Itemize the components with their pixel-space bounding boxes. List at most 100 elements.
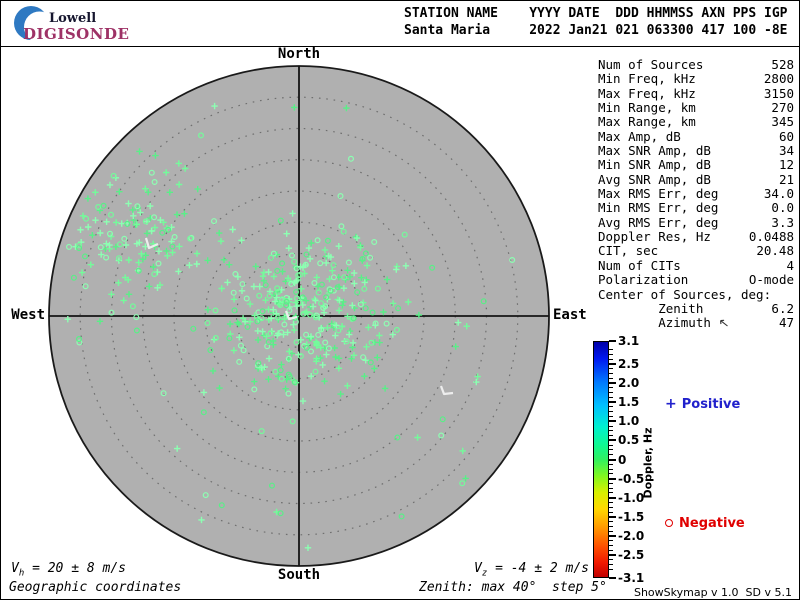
- stat-label: Avg SNR Amp, dB: [598, 171, 711, 187]
- colorbar-minor-tick: [609, 487, 613, 489]
- colorbar-minor-tick: [609, 492, 613, 494]
- software-version: ShowSkymap v 1.0 SD v 5.1: [633, 586, 792, 599]
- colorbar-minor-tick: [609, 358, 613, 360]
- stat-value: 270: [771, 100, 794, 116]
- colorbar-minor-tick: [609, 549, 613, 551]
- colorbar-minor-tick: [609, 353, 613, 355]
- colorbar-tick-label: -3.1: [618, 571, 645, 585]
- logo-text-lowell: Lowell: [49, 11, 97, 26]
- stat-row: Min Range, km 270: [598, 100, 794, 116]
- colorbar-minor-tick: [609, 396, 613, 398]
- stat-value: 21: [778, 171, 794, 187]
- stat-row: Azimuth 47: [598, 315, 794, 331]
- stat-row: Center of Sources, deg:: [598, 287, 794, 302]
- stat-value: O-mode: [748, 272, 794, 288]
- stat-label: Min Freq, kHz: [598, 71, 696, 87]
- compass-label-east: East: [553, 307, 587, 323]
- stat-row: Min RMS Err, deg 0.0: [598, 200, 794, 216]
- legend-positive: + Positive: [665, 396, 740, 412]
- colorbar-tick: [609, 496, 616, 499]
- colorbar-minor-tick: [609, 387, 613, 389]
- colorbar-minor-tick: [609, 411, 613, 413]
- stat-row: Max Range, km 345: [598, 114, 794, 130]
- stat-label: Min Range, km: [598, 100, 696, 116]
- colorbar-tick: [609, 439, 616, 442]
- stat-value: 12: [778, 157, 794, 173]
- stat-value: 60: [778, 128, 794, 144]
- colorbar-minor-tick: [609, 521, 613, 523]
- colorbar-tick: [609, 401, 616, 404]
- colorbar-tick: [609, 577, 616, 579]
- colorbar-tick: [609, 515, 616, 518]
- colorbar-tick-label: 1.5: [618, 395, 640, 410]
- stat-value: 20.48: [756, 243, 794, 259]
- colorbar-minor-tick: [609, 444, 613, 446]
- stat-row: Num of Sources 528: [598, 57, 794, 72]
- colorbar-minor-tick: [609, 415, 613, 417]
- colorbar-minor-tick: [609, 559, 613, 561]
- crosshair: [49, 66, 549, 566]
- colorbar-tick-label: -1.0: [618, 490, 645, 505]
- stat-label: Min RMS Err, deg: [598, 200, 719, 216]
- colorbar-tick-label: 0: [618, 452, 627, 467]
- stat-label: Num of CITs: [598, 257, 681, 273]
- azimuth-arrow-icon: [720, 319, 729, 327]
- source-points-negative: [65, 132, 516, 520]
- stat-label: Max Range, km: [598, 114, 696, 130]
- coordinates-note: Geographic coordinates: [9, 580, 182, 595]
- stat-row: CIT, sec 20.48: [598, 243, 794, 259]
- stat-row: Polarization O-mode: [598, 272, 794, 288]
- stat-value: 0.0: [771, 200, 794, 216]
- stat-value: 34: [778, 143, 794, 159]
- stat-label: CIT, sec: [598, 243, 659, 259]
- colorbar-minor-tick: [609, 425, 613, 427]
- lowell-digisonde-logo: Lowell DIGISONDE: [9, 2, 159, 45]
- doppler-colorbar: [593, 341, 609, 578]
- colorbar-minor-tick: [609, 377, 613, 379]
- stat-row: Max Freq, kHz 3150: [598, 86, 794, 101]
- colorbar-tick: [609, 554, 616, 557]
- stat-value: 345: [771, 114, 794, 130]
- colorbar-minor-tick: [609, 435, 613, 437]
- stat-value: 4: [786, 257, 794, 273]
- colorbar-minor-tick: [609, 406, 613, 408]
- colorbar-minor-tick: [609, 540, 613, 542]
- stat-label: Num of Sources: [598, 57, 704, 72]
- colorbar-minor-tick: [609, 449, 613, 451]
- compass-label-north: North: [277, 46, 321, 62]
- stat-label: Avg RMS Err, deg: [598, 214, 719, 230]
- colorbar-tick-label: 2.0: [618, 376, 640, 391]
- direction-marks: [144, 237, 454, 396]
- colorbar-minor-tick: [609, 372, 613, 374]
- colorbar-title: Doppler, Hz: [641, 427, 655, 499]
- colorbar-tick-label: 1.0: [618, 414, 640, 429]
- station-header-columns: STATION NAME YYYY DATE DDD HHMMSS AXN PP…: [404, 6, 788, 21]
- legend-positive-label: Positive: [681, 397, 741, 412]
- logo-text-digisonde: DIGISONDE: [23, 25, 130, 43]
- colorbar-minor-tick: [609, 463, 613, 465]
- colorbar-tick-label: 0.5: [618, 433, 640, 448]
- stat-row: Min SNR Amp, dB 12: [598, 157, 794, 173]
- colorbar-minor-tick: [609, 392, 613, 394]
- colorbar-minor-tick: [609, 368, 613, 370]
- stat-label: Zenith: [598, 300, 704, 316]
- stat-row: Max SNR Amp, dB 34: [598, 143, 794, 159]
- colorbar-minor-tick: [609, 430, 613, 432]
- stat-row: Max Amp, dB 60: [598, 128, 794, 144]
- colorbar-tick: [609, 458, 616, 461]
- colorbar-tick-label: -1.5: [618, 509, 645, 524]
- colorbar-minor-tick: [609, 502, 613, 503]
- stat-value: 47: [778, 315, 794, 331]
- legend-negative-label: Negative: [679, 516, 745, 531]
- colorbar-minor-tick: [609, 564, 613, 566]
- stat-label: Max Amp, dB: [598, 128, 681, 144]
- colorbar-tick: [609, 477, 616, 480]
- stat-value: 2800: [763, 71, 794, 87]
- colorbar-tick-label: 2.5: [618, 356, 640, 371]
- zenith-range-note: Zenith: max 40° step 5°: [419, 580, 607, 595]
- stat-row: Max RMS Err, deg 34.0: [598, 186, 794, 201]
- station-header-values: Santa Maria 2022 Jan21 021 063300 417 10…: [404, 23, 788, 38]
- colorbar-tick: [609, 382, 616, 385]
